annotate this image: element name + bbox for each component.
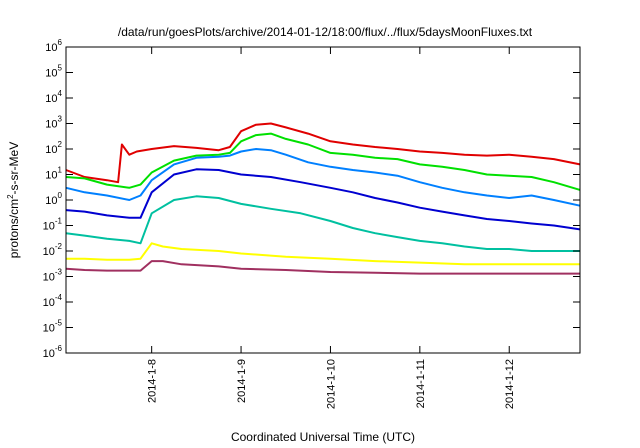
x-tick-label: 2014-1-8 [147,359,159,403]
y-tick-label: 106 [45,38,62,54]
y-axis-label: protons/cm2-s-sr-MeV [6,142,21,258]
series-line-3 [65,148,581,207]
y-tick-label: 10-3 [43,268,63,284]
series-line-1 [65,122,581,184]
x-tick-label: 2014-1-11 [415,359,427,408]
y-tick-label: 101 [45,166,62,182]
series-line-6 [66,242,580,266]
y-tick-label: 10-6 [43,344,63,360]
y-tick-label: 104 [45,89,62,105]
chart-title: /data/run/goesPlots/archive/2014-01-12/1… [118,25,533,39]
y-tick-label: 105 [45,64,62,80]
x-axis: 2014-1-8 2014-1-9 2014-1-10 2014-1-11 2014-1… [147,47,516,409]
series-layer [65,122,581,275]
y-tick-label: 102 [45,140,62,156]
y-tick-label: 10-5 [43,319,63,335]
plot-frame [65,46,581,354]
x-tick-label: 2014-1-12 [504,359,516,409]
y-tick-label: 10-4 [43,293,63,309]
series-line-7 [65,260,580,275]
y-tick-label: 100 [45,191,62,207]
series-line-4 [65,168,581,231]
y-tick-label: 10-1 [43,217,63,233]
x-axis-label: Coordinated Universal Time (UTC) [231,430,415,444]
series-line-2 [65,132,581,191]
y-tick-label: 103 [45,115,62,131]
series-line-5 [65,195,580,252]
x-tick-label: 2014-1-10 [325,359,337,409]
x-tick-label: 2014-1-9 [236,359,248,403]
y-tick-label: 10-2 [43,242,63,258]
y-axis: 10-6 10-5 10-4 10-3 10-2 10-1 100 101 102 103 104 1… [43,38,580,360]
